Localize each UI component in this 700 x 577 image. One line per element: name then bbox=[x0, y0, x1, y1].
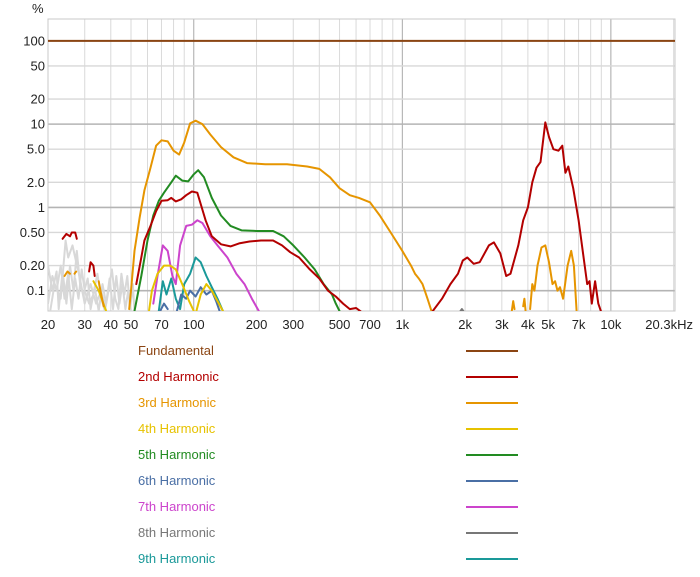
legend-label: 7th Harmonic bbox=[138, 499, 216, 514]
svg-text:100: 100 bbox=[23, 33, 45, 48]
legend-label: 3rd Harmonic bbox=[138, 395, 217, 410]
legend-item-7th-harmonic[interactable]: 7th Harmonic bbox=[138, 499, 538, 519]
legend-item-9th-harmonic[interactable]: 9th Harmonic bbox=[138, 551, 538, 571]
svg-text:7k: 7k bbox=[572, 317, 586, 332]
legend-line-swatch bbox=[466, 428, 518, 430]
harmonic-curves bbox=[48, 39, 675, 311]
legend-label: 2nd Harmonic bbox=[138, 369, 219, 384]
legend-label: Fundamental bbox=[138, 343, 214, 358]
legend-line-swatch bbox=[466, 558, 518, 560]
svg-text:3k: 3k bbox=[495, 317, 509, 332]
legend-item-fundamental[interactable]: Fundamental bbox=[138, 343, 538, 363]
svg-text:1: 1 bbox=[38, 200, 45, 215]
svg-text:700: 700 bbox=[359, 317, 381, 332]
svg-text:300: 300 bbox=[282, 317, 304, 332]
svg-text:70: 70 bbox=[154, 317, 168, 332]
svg-text:5k: 5k bbox=[541, 317, 555, 332]
legend-line-swatch bbox=[466, 532, 518, 534]
svg-text:50: 50 bbox=[31, 58, 45, 73]
legend-label: 6th Harmonic bbox=[138, 473, 216, 488]
legend-label: 4th Harmonic bbox=[138, 421, 216, 436]
x-axis-ticks: 20 30 40 50 70 100 200 300 500 700 1k 2k 3k 4k 5k 7k 10k… bbox=[41, 317, 693, 332]
legend-item-6th-harmonic[interactable]: 6th Harmonic bbox=[138, 473, 538, 493]
y-axis-ticks: 100 50 20 10 5.0 2.0 1 0.50 0.20 0.1 bbox=[20, 33, 45, 298]
legend-item-4th-harmonic[interactable]: 4th Harmonic bbox=[138, 421, 538, 441]
svg-text:20: 20 bbox=[31, 92, 45, 107]
legend-line-swatch bbox=[466, 480, 518, 482]
svg-text:50: 50 bbox=[124, 317, 138, 332]
legend-line-swatch bbox=[466, 402, 518, 404]
svg-text:2k: 2k bbox=[458, 317, 472, 332]
legend-line-swatch bbox=[466, 350, 518, 352]
y-axis-unit-label: % bbox=[32, 1, 44, 16]
legend-line-swatch bbox=[466, 506, 518, 508]
legend-label: 5th Harmonic bbox=[138, 447, 216, 462]
legend-line-swatch bbox=[466, 454, 518, 456]
legend-line-swatch bbox=[466, 376, 518, 378]
svg-text:20: 20 bbox=[41, 317, 55, 332]
svg-text:40: 40 bbox=[104, 317, 118, 332]
svg-text:500: 500 bbox=[329, 317, 351, 332]
legend-item-5th-harmonic[interactable]: 5th Harmonic bbox=[138, 447, 538, 467]
grid-lines bbox=[48, 19, 675, 311]
svg-text:100: 100 bbox=[183, 317, 205, 332]
svg-text:20.3kHz: 20.3kHz bbox=[645, 317, 693, 332]
svg-text:10k: 10k bbox=[600, 317, 621, 332]
svg-text:30: 30 bbox=[77, 317, 91, 332]
svg-text:0.50: 0.50 bbox=[20, 225, 45, 240]
svg-text:2.0: 2.0 bbox=[27, 175, 45, 190]
svg-text:200: 200 bbox=[246, 317, 268, 332]
legend-item-3rd-harmonic[interactable]: 3rd Harmonic bbox=[138, 395, 538, 415]
svg-text:10: 10 bbox=[31, 117, 45, 132]
legend-label: 8th Harmonic bbox=[138, 525, 216, 540]
legend-item-8th-harmonic[interactable]: 8th Harmonic bbox=[138, 525, 538, 545]
legend-label: 9th Harmonic bbox=[138, 551, 216, 566]
svg-text:1k: 1k bbox=[395, 317, 409, 332]
harmonic-distortion-chart: % 100 50 20 10 5.0 2.0 1 0.50 0.20 0.1 20 30 40 50 70… bbox=[20, 1, 693, 332]
svg-text:5.0: 5.0 bbox=[27, 142, 45, 157]
svg-text:0.1: 0.1 bbox=[27, 283, 45, 298]
legend-item-2nd-harmonic[interactable]: 2nd Harmonic bbox=[138, 369, 538, 389]
svg-text:4k: 4k bbox=[521, 317, 535, 332]
svg-text:0.20: 0.20 bbox=[20, 258, 45, 273]
